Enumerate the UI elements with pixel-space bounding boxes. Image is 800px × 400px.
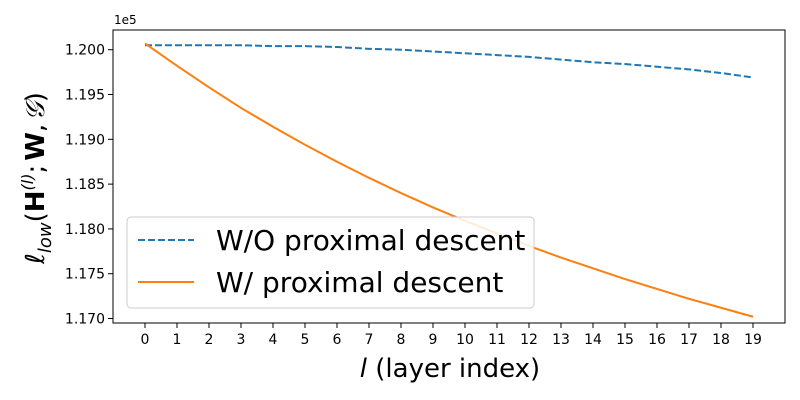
y-label-G: 𝒢 <box>21 98 51 121</box>
series-line-1 <box>144 42 754 318</box>
x-tick-label: 12 <box>520 332 538 348</box>
y-label-ell: ℓ <box>21 253 51 265</box>
x-tick-label: 6 <box>333 332 342 348</box>
x-tick-label: 15 <box>616 332 634 348</box>
y-label-H: H <box>21 190 51 212</box>
y-axis-label: ℓlow(H(l); W, 𝒢) <box>18 92 56 265</box>
x-tick-label: 17 <box>680 332 698 348</box>
x-axis-label: l (layer index) <box>360 354 540 384</box>
y-axis-ticks: 1.170 1.175 1.180 1.185 1.190 1.195 1.200 <box>65 43 113 328</box>
x-tick-label: 14 <box>584 332 602 348</box>
y-tick-label: 1.180 <box>65 222 105 238</box>
x-tick-label: 0 <box>141 332 150 348</box>
y-tick-label: 1.175 <box>65 267 105 283</box>
y-label-close: ) <box>21 92 51 102</box>
x-tick-label: 4 <box>269 332 278 348</box>
series-line-0 <box>145 44 754 79</box>
x-tick-label: 19 <box>744 332 762 348</box>
x-tick-label: 13 <box>552 332 570 348</box>
axes-border <box>112 29 786 324</box>
y-tick-label: 1.170 <box>65 312 105 328</box>
x-tick-label: 8 <box>397 332 406 348</box>
x-tick-label: 16 <box>648 332 666 348</box>
y-tick-label: 1.185 <box>65 177 105 193</box>
y-tick-label: 1.190 <box>65 132 105 148</box>
y-tick-label: 1.200 <box>65 43 105 59</box>
series-layer <box>144 42 754 318</box>
x-tick-label: 18 <box>712 332 730 348</box>
y-offset-label: 1e5 <box>114 13 137 27</box>
legend-label-w-proximal: W/ proximal descent <box>216 266 503 299</box>
x-tick-label: 9 <box>429 332 438 348</box>
y-tick-label: 1.195 <box>65 88 105 104</box>
y-label-sup: (l) <box>18 174 37 191</box>
x-axis-label-rest: (layer index) <box>367 354 540 384</box>
x-axis-label-var: l <box>360 354 368 384</box>
x-tick-label: 7 <box>365 332 374 348</box>
x-tick-label: 1 <box>173 332 182 348</box>
x-tick-label: 5 <box>301 332 310 348</box>
axes-frame <box>112 29 786 324</box>
y-label-W: W <box>21 132 51 161</box>
x-axis-ticks: 0 1 2 3 4 5 6 7 8 9 10 11 12 13 14 15 16 17 18 19 <box>141 323 762 348</box>
y-label-comma: , <box>21 124 51 132</box>
y-label-open: ( <box>21 212 51 222</box>
x-tick-label: 11 <box>488 332 506 348</box>
x-tick-label: 10 <box>456 332 474 348</box>
legend-box <box>126 216 535 309</box>
y-label-semi: ; <box>21 165 51 174</box>
y-label-sub: low <box>35 222 56 253</box>
x-tick-label: 2 <box>205 332 214 348</box>
legend: W/O proximal descent W/ proximal descent <box>126 216 535 309</box>
legend-label-wo-proximal: W/O proximal descent <box>216 224 525 257</box>
x-tick-label: 3 <box>237 332 246 348</box>
